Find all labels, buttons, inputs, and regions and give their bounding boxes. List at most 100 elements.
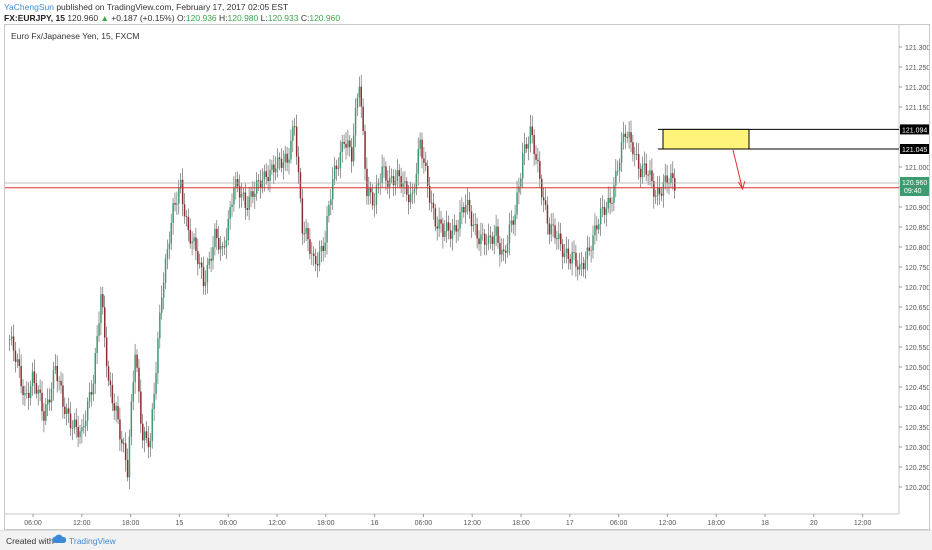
candle-body [149,441,152,448]
candle-body [261,179,264,188]
candle-body [569,258,571,264]
candle-body [594,225,596,236]
x-tick-label: 12:00 [268,520,286,527]
candle-body [503,249,505,252]
level-label: 121.094 [902,127,927,134]
candle-body [383,166,385,168]
candle-body [113,403,115,411]
candle-body [628,132,630,138]
candle-body [499,242,501,255]
candle-body [518,186,520,193]
candle-body [16,359,19,362]
candle-body [330,199,332,205]
candle-body [658,187,661,194]
author-link[interactable]: YaChengSun [4,2,54,12]
candle-body [147,437,150,448]
current-price-box [900,177,929,196]
candle-body [176,203,178,205]
candle-body [197,250,199,265]
last-price: 120.960 [67,13,99,23]
x-tick-label: 17 [566,520,574,527]
y-tick-label: 121.300 [905,45,929,52]
low-label: L: [260,13,268,23]
candle-body [332,179,334,200]
candle-body [316,264,319,266]
candle-body [33,371,36,384]
candle-body [560,233,562,245]
candle-body [636,154,638,155]
price-chart[interactable]: Euro Fx/Japanese Yen, 15, FXCM 121.300 121… [5,25,929,529]
candle-body [39,389,41,393]
candle-body [35,383,38,394]
candle-body [573,252,575,254]
level-label-box [900,144,929,154]
chart-area[interactable]: Euro Fx/Japanese Yen, 15, FXCM 121.300 121… [4,24,930,530]
candle-body [180,179,182,188]
candle-body [514,214,516,225]
candle-body [126,460,129,478]
candle-body [670,173,672,183]
candle-body [337,168,340,170]
candle-body [250,191,252,197]
candle-body [90,392,93,395]
candle-body [267,177,269,182]
candle-body [544,200,547,205]
candle-body [468,199,471,212]
candle-body [584,259,587,270]
candle-body [151,409,153,442]
candle-body [263,171,266,180]
candle-body [643,163,646,166]
candle-body [542,197,545,201]
candle-body [105,337,108,367]
candle-body [622,133,625,142]
candle-body [461,207,463,213]
candle-body [421,139,423,159]
low-value: 120.933 [267,13,299,23]
candle-body [364,131,366,169]
candle-body [523,144,526,154]
candle-body [575,252,577,267]
candle-body [451,230,454,239]
candle-body [58,380,60,382]
candle-body [142,423,144,441]
candle-body [242,192,245,194]
candle-body [495,226,497,236]
candle-body [645,163,647,175]
candle-body [647,174,649,176]
candle-body [664,175,666,182]
supply-zone-box[interactable] [662,128,750,150]
candle-body [590,250,592,252]
candle-body [52,369,55,389]
candle-body [552,224,554,226]
candle-body [550,224,552,235]
candle-body [354,107,357,136]
candle-body [615,170,617,186]
candle-body [516,192,518,215]
y-tick-label: 120.500 [905,365,929,372]
candle-body [117,405,119,420]
candle-body [556,238,558,240]
candle-body [37,389,39,394]
candle-body [123,443,125,445]
tradingview-brand[interactable]: TradingView [69,536,116,546]
candle-body [482,233,484,235]
candle-body [520,178,522,187]
candle-body [352,135,355,162]
candle-body [284,153,286,163]
candle-body [535,154,537,160]
candle-body [79,431,81,438]
candle-body [170,222,172,244]
candle-body [115,405,117,411]
candle-body [98,323,100,336]
candle-body [238,186,241,198]
x-tick-label: 12:00 [73,520,91,527]
candle-body [218,238,220,250]
close-value: 120.960 [309,13,341,23]
candle-body [522,153,524,179]
y-tick-label: 121.000 [905,165,929,172]
candle-body [637,154,640,169]
forecast-arrow-line[interactable] [732,149,743,188]
symbol-label: FX:EURJPY, 15 [4,13,65,23]
candle-body [244,192,247,209]
candle-body [351,147,353,162]
